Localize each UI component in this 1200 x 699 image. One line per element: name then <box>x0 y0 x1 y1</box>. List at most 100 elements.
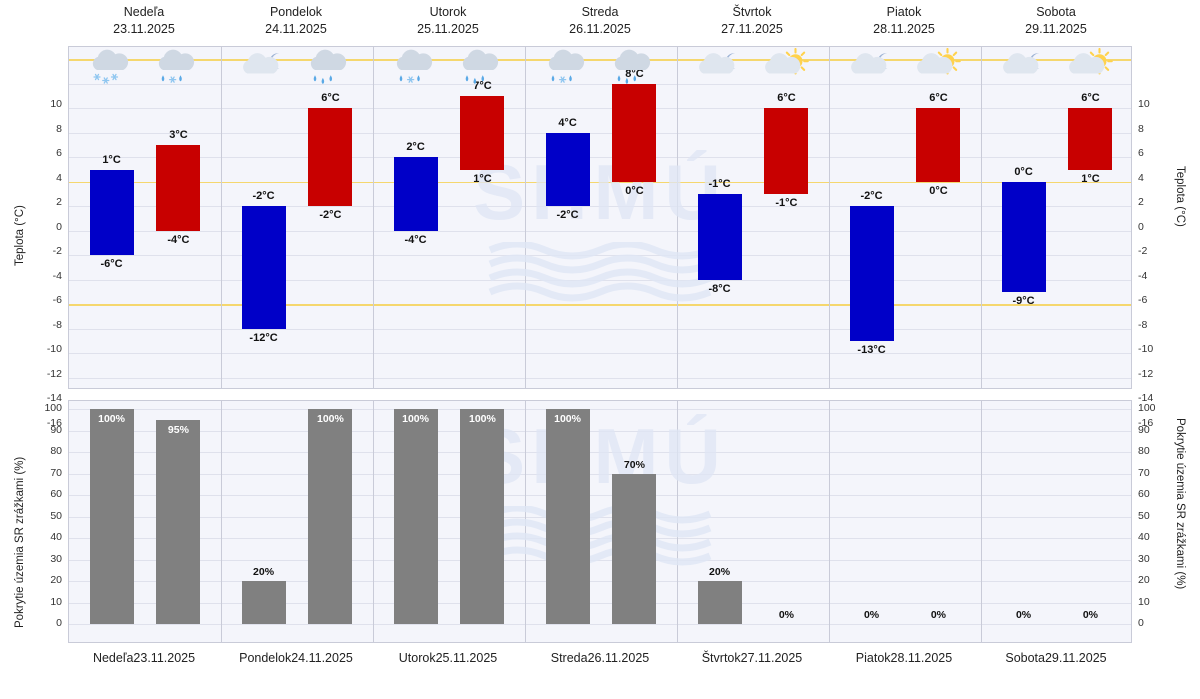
temp-day-separator-5 <box>829 47 830 388</box>
temp-ytick-left--8: -8 <box>52 318 62 331</box>
rain-snow-cloud-icon <box>149 48 205 92</box>
temp-gridline-8 <box>69 83 1131 85</box>
precip-axis-title-left: Pokrytie územia SR zrážkami (%) <box>14 456 26 628</box>
day-label-head-1: Pondelok 24.11.2025 <box>220 0 372 46</box>
rain-cloud-icon <box>605 48 661 92</box>
precipitation-label: 0% <box>1015 609 1032 621</box>
precip-ytick-left-0: 0 <box>56 617 62 629</box>
day-label-foot-5: Piatok28.11.2025 <box>828 650 980 694</box>
day-date: 23.11.2025 <box>113 21 175 36</box>
precipitation-label: 0% <box>778 609 795 621</box>
temp-gridline--2 <box>69 206 1131 208</box>
day-label-foot-1: Pondelok24.11.2025 <box>220 650 372 694</box>
day-date: 28.11.2025 <box>890 651 953 665</box>
precip-ytick-right-80: 80 <box>1138 445 1150 457</box>
day-name: Piatok <box>886 5 922 19</box>
precipitation-label: 100% <box>402 413 429 425</box>
temp-ytick-left--2: -2 <box>52 245 62 258</box>
snow-cloud-icon <box>83 48 139 92</box>
temp-gridline--6 <box>69 255 1131 257</box>
temp-day-separator-2 <box>373 47 374 388</box>
temp-ytick-left-6: 6 <box>56 147 62 160</box>
temperature-max-label: 6°C <box>777 92 796 105</box>
temperature-max-label: 4°C <box>558 116 577 129</box>
precip-ytick-left-30: 30 <box>50 552 62 565</box>
temp-ytick-left--14: -14 <box>46 392 62 405</box>
precip-day-separator-3 <box>525 401 526 642</box>
temperature-min-label: -4°C <box>167 233 190 246</box>
temp-day-separator-4 <box>677 47 678 388</box>
temp-gridline-0 <box>69 181 1131 184</box>
temp-ytick-left-0: 0 <box>56 220 62 233</box>
precipitation-label: 100% <box>317 413 344 425</box>
precip-gridline-30 <box>69 559 1131 561</box>
precipitation-bar <box>697 581 742 624</box>
day-name: Pondelok <box>269 5 323 19</box>
temp-gridline--8 <box>69 279 1131 281</box>
temperature-bar <box>1001 181 1046 292</box>
precip-ytick-left-50: 50 <box>50 509 62 522</box>
temperature-min-label: -1°C <box>775 197 798 209</box>
precip-day-separator-2 <box>373 401 374 642</box>
temp-axis-title-left: Teplota (°C) <box>14 205 26 266</box>
temp-day-separator-6 <box>981 47 982 388</box>
temp-gridline--10 <box>69 304 1131 306</box>
precip-gridline-50 <box>69 516 1131 518</box>
precip-ytick-left-60: 60 <box>50 488 62 500</box>
precip-gridline-60 <box>69 495 1131 496</box>
day-label-head-3: Streda 26.11.2025 <box>524 0 676 46</box>
day-date: 25.11.2025 <box>435 651 498 665</box>
day-name: Utorok <box>429 5 467 19</box>
temp-ytick-left-2: 2 <box>56 196 62 209</box>
day-label-head-4: Štvrtok 27.11.2025 <box>676 0 828 46</box>
temp-ytick-right--12: -12 <box>1138 367 1154 380</box>
temperature-chart: SHMÚ 1°C -6°C 3°C -4°C -2°C -12°C 6°C -2°C 2°C -4°… <box>0 46 1200 429</box>
day-label-head-6: Sobota 29.11.2025 <box>980 0 1132 46</box>
precipitation-bar <box>156 419 201 624</box>
cloud-sun-icon <box>757 47 813 92</box>
day-header-row: Nedeľa 23.11.2025 Pondelok 24.11.2025 Utorok… <box>0 0 1200 46</box>
precipitation-label: 95% <box>167 423 189 436</box>
day-label-foot-0: Nedeľa23.11.2025 <box>68 650 220 694</box>
temperature-bar <box>545 132 590 207</box>
temperature-max-label: 8°C <box>625 67 644 80</box>
day-name: Streda <box>550 651 588 665</box>
day-name: Nedeľa <box>123 5 165 19</box>
day-date: 29.11.2025 <box>1025 21 1087 36</box>
precip-ytick-left-100: 100 <box>44 402 62 414</box>
precip-ytick-right-10: 10 <box>1138 595 1150 608</box>
day-name: Sobota <box>1005 651 1045 665</box>
precipitation-bar <box>545 409 590 624</box>
cloud-sun-icon <box>1061 47 1117 92</box>
precip-ytick-right-60: 60 <box>1138 488 1150 500</box>
temp-ytick-left--16: -16 <box>46 416 62 429</box>
temp-ytick-left--10: -10 <box>46 343 62 356</box>
precip-gridline-0 <box>69 624 1131 625</box>
precipitation-plot-area: SHMÚ 100% 95% 20% 100% 100% 100% 100% 70% 20% 0% 0%… <box>68 400 1132 643</box>
precipitation-bar <box>308 409 353 624</box>
precipitation-label: 20% <box>253 566 275 578</box>
day-date: 28.11.2025 <box>873 21 935 36</box>
precip-ytick-left-40: 40 <box>50 531 62 543</box>
precipitation-chart: SHMÚ 100% 95% 20% 100% 100% 100% 100% 70% 20% 0% 0%… <box>0 400 1200 645</box>
precipitation-label: 100% <box>554 413 581 425</box>
temperature-min-label: -2°C <box>319 209 342 222</box>
day-label-head-0: Nedeľa 23.11.2025 <box>68 0 220 46</box>
cloud-moon-icon <box>235 48 291 92</box>
precip-ytick-left-20: 20 <box>50 574 62 586</box>
precipitation-label: 0% <box>1082 609 1099 621</box>
precip-ytick-right-30: 30 <box>1138 552 1150 565</box>
precip-gridline-40 <box>69 538 1131 539</box>
temperature-bar <box>697 194 742 280</box>
precipitation-label: 70% <box>623 458 645 471</box>
temp-day-separator-1 <box>221 47 222 388</box>
temperature-min-label: -9°C <box>1012 295 1035 307</box>
precipitation-label: 0% <box>863 609 880 621</box>
cloud-moon-icon <box>843 48 899 92</box>
temperature-min-label: -6°C <box>100 258 123 271</box>
precipitation-label: 100% <box>469 413 496 425</box>
temperature-bar <box>1068 108 1113 170</box>
temp-ytick-right-8: 8 <box>1138 122 1144 135</box>
precip-day-separator-6 <box>981 401 982 642</box>
temperature-max-label: 6°C <box>321 92 340 105</box>
